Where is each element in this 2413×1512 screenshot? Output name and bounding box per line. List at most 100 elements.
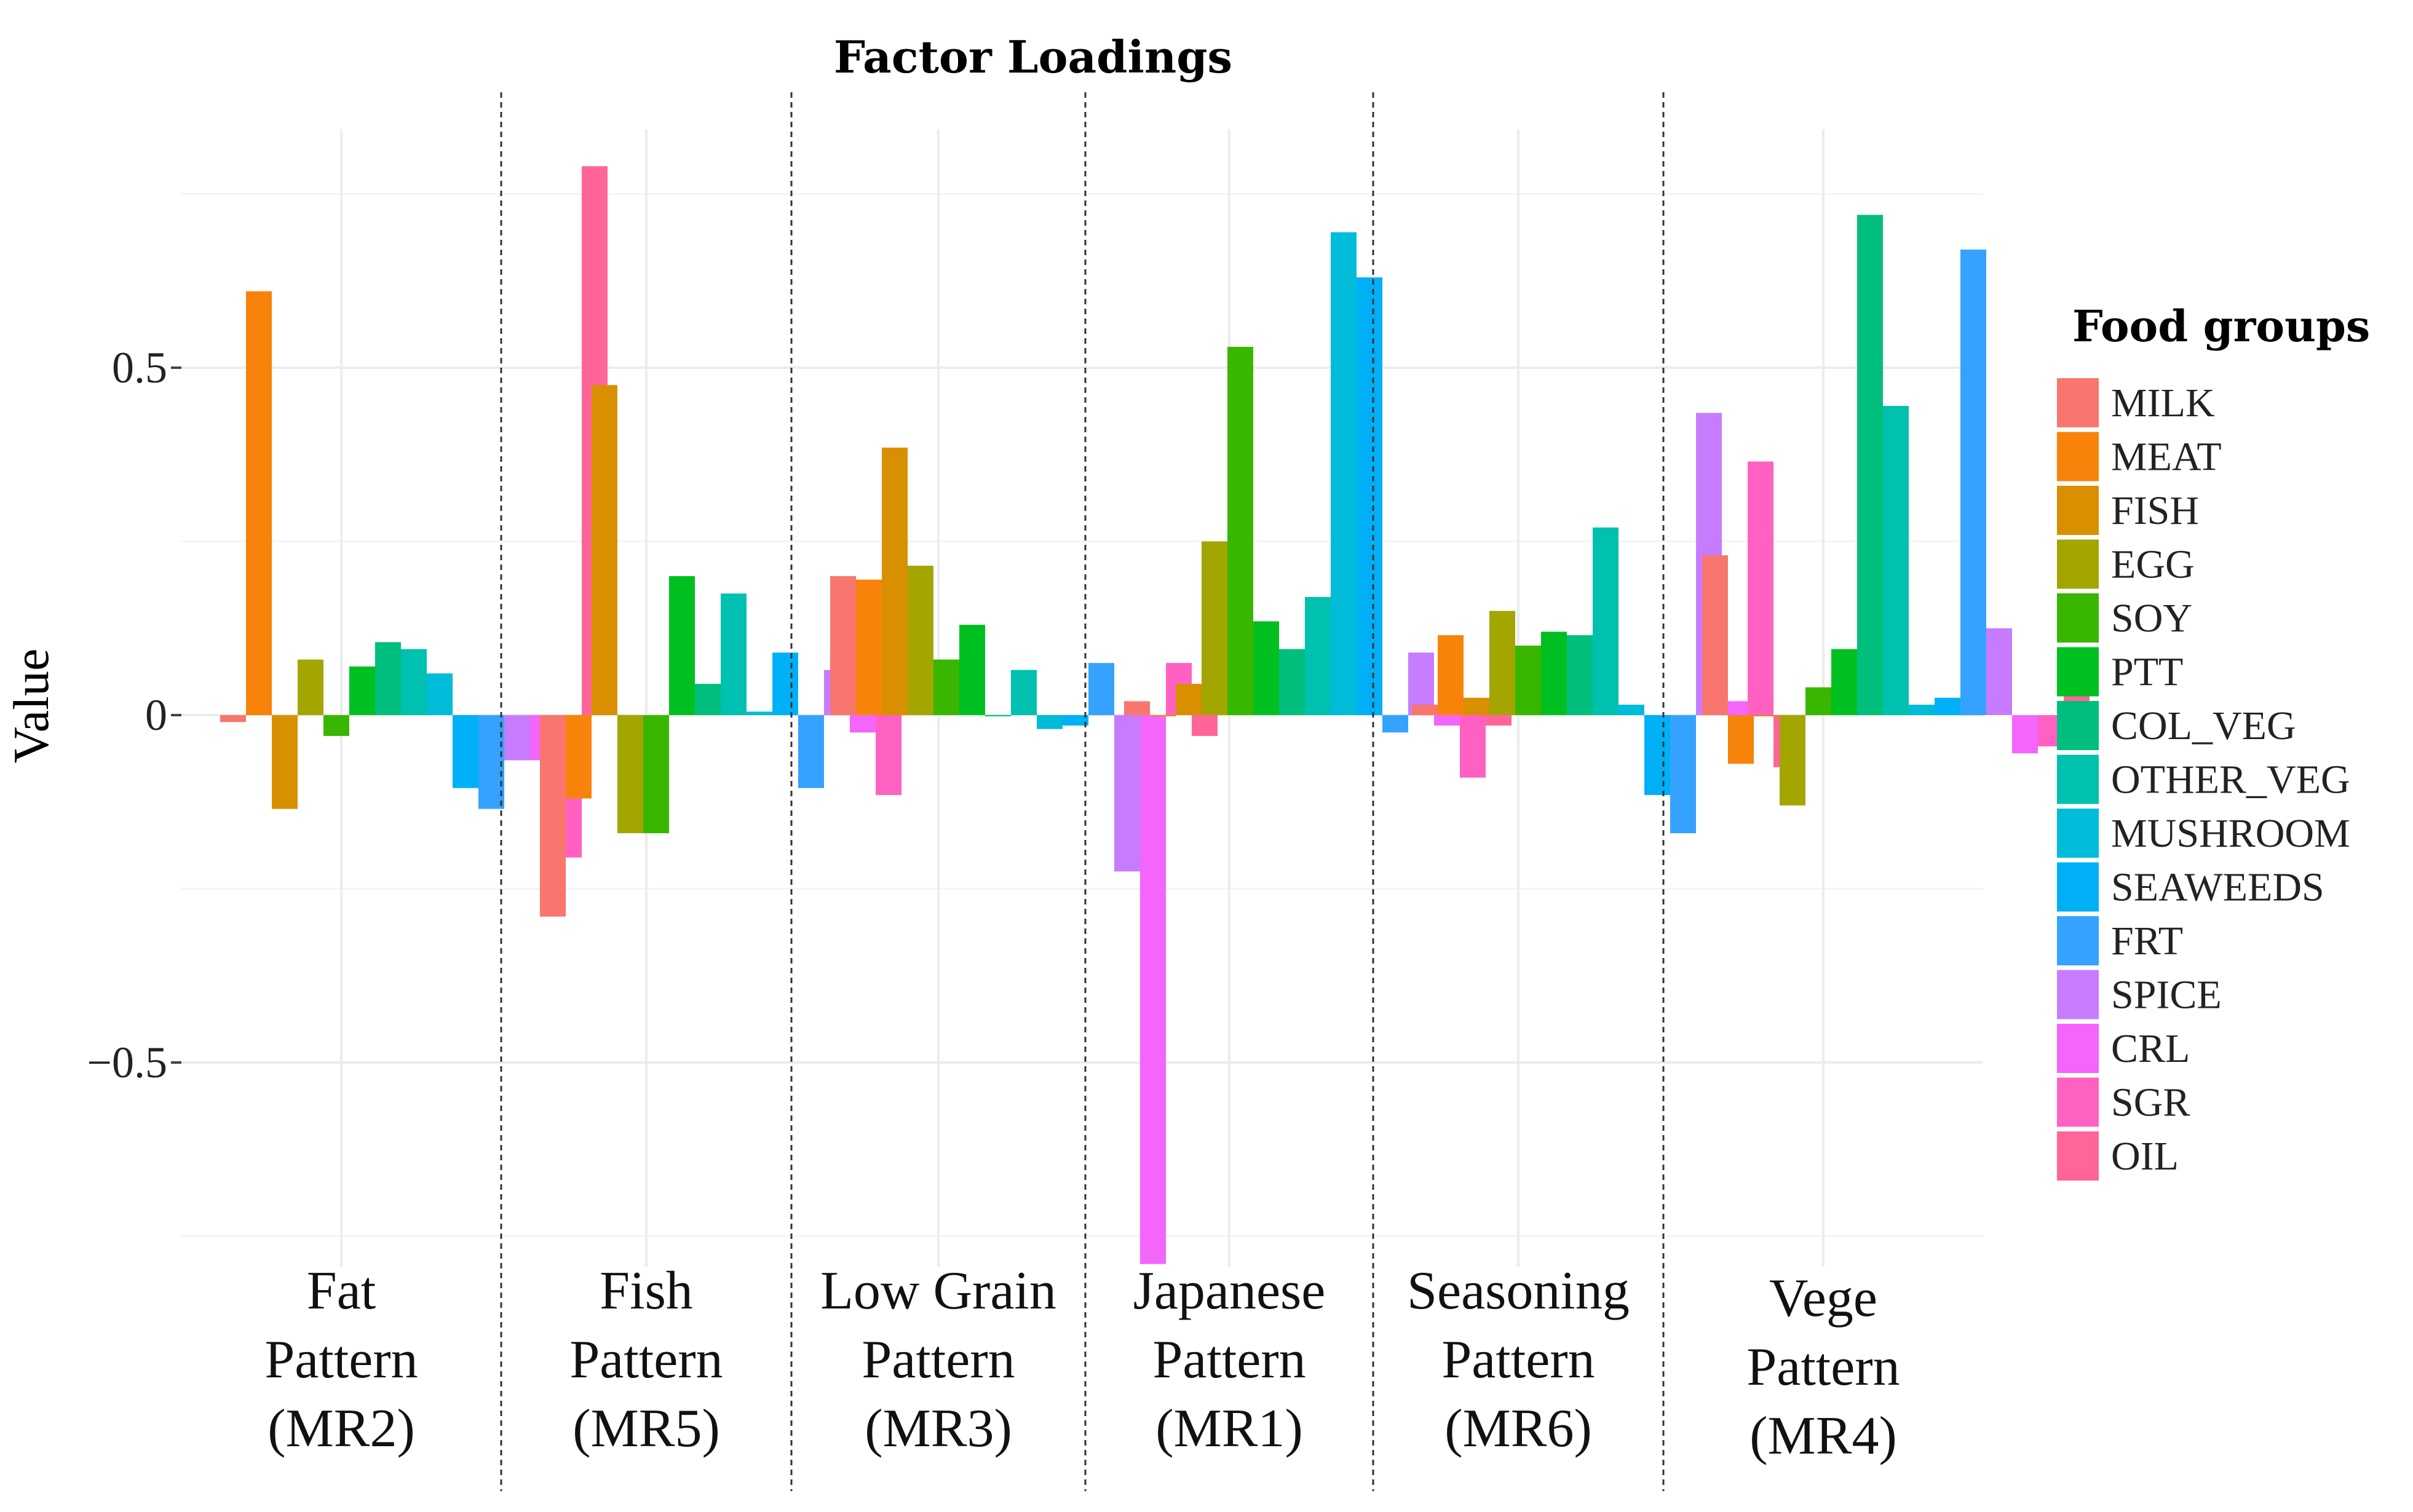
bar-other-veg-fish [721,593,747,715]
legend: Food groups MILK MEAT FISH EGG SOY PTT COL_VEG… [2057,301,2370,1181]
bar-egg-fat [298,659,323,715]
legend-label-frt: FRT [2111,919,2183,964]
y-axis-label: Value [3,649,59,764]
legend-swatch-fish [2057,486,2099,535]
bar-mushroom-fish [747,711,772,715]
bar-sgr-seasoning [1748,461,1773,715]
bar-other-veg-low-grain [1011,670,1037,715]
bar-meat-fat [246,291,272,715]
x-category-label: Vege [1769,1269,1877,1328]
bar-egg-low-grain [908,566,933,715]
bar-meat-japanese [1150,715,1176,716]
x-category-label: Pattern [1441,1330,1595,1390]
legend-label-ptt: PTT [2111,650,2183,695]
legend-label-seaweeds: SEAWEEDS [2111,865,2324,910]
bar-fish-fat [272,715,298,809]
bar-ptt-japanese [1253,621,1279,715]
x-category-label: Japanese [1133,1261,1326,1321]
legend-swatch-sgr [2057,1077,2099,1127]
bar-milk-fish [540,715,566,917]
bar-seaweeds-japanese [1357,277,1382,716]
bar-egg-vege [1780,715,1805,805]
bar-col-veg-japanese [1279,649,1305,715]
bar-meat-fish [566,715,592,799]
legend-swatch-seaweeds [2057,862,2099,912]
legend-swatch-egg [2057,539,2099,589]
bar-seaweeds-seasoning [1644,715,1670,795]
legend-swatch-milk [2057,378,2099,427]
bar-mushroom-seasoning [1619,705,1644,715]
bar-soy-fish [643,715,669,834]
bar-milk-low-grain [830,576,856,715]
bar-soy-japanese [1227,347,1253,715]
x-category-label: (MR3) [865,1399,1012,1459]
legend-swatch-spice [2057,970,2099,1019]
bar-oil-low-grain [1192,715,1218,736]
bar-fish-seasoning [1464,697,1489,715]
bar-mushroom-vege [1909,705,1935,715]
x-category-label: Fat [307,1261,376,1321]
bar-ptt-fat [349,666,375,715]
legend-swatch-soy [2057,593,2099,643]
x-category-label: Seasoning [1407,1261,1630,1321]
bar-milk-fat [220,715,246,722]
x-category-label: Low Grain [820,1261,1056,1321]
bar-frt-low-grain [1088,663,1114,715]
legend-label-other-veg: OTHER_VEG [2111,758,2350,802]
bar-frt-seasoning [1670,715,1696,834]
y-axis: 0.5 0 −0.5 [87,343,181,1087]
bar-crl-fish [850,715,876,733]
x-category-label: Pattern [264,1330,418,1390]
legend-swatch-oil [2057,1131,2099,1181]
bar-fish-low-grain [882,447,908,715]
bar-soy-fat [323,715,349,736]
bar-soy-low-grain [933,659,959,715]
bar-ptt-vege [1831,649,1857,715]
bar-crl-seasoning [1722,701,1748,715]
y-tick-label: 0 [145,691,167,740]
x-category-label: Fish [600,1261,693,1321]
x-category-label: (MR5) [573,1399,720,1459]
legend-label-fish: FISH [2111,488,2199,533]
bar-other-veg-japanese [1305,596,1331,715]
bar-other-veg-seasoning [1593,527,1619,715]
bar-seaweeds-low-grain [1063,715,1088,726]
legend-label-soy: SOY [2111,596,2192,641]
bar-col-veg-vege [1857,215,1883,715]
x-category-label: (MR1) [1155,1399,1303,1459]
x-axis-labels: Fat Pattern (MR2) Fish Pattern (MR5) Low Grain… [264,1261,1900,1466]
bar-mushroom-japanese [1331,232,1357,715]
bar-col-veg-fish [695,684,721,715]
x-category-label: (MR4) [1749,1406,1897,1466]
bar-col-veg-low-grain [985,715,1011,716]
bars [220,166,2090,1264]
legend-swatch-meat [2057,432,2099,481]
bar-milk-japanese [1124,701,1150,715]
bar-fish-vege [1754,715,1780,716]
chart-title: Factor Loadings [834,31,1232,83]
bar-ptt-low-grain [959,625,985,715]
bar-frt-japanese [1382,715,1408,733]
legend-swatch-other-veg [2057,754,2099,804]
legend-label-mushroom: MUSHROOM [2111,811,2350,856]
x-category-label: (MR6) [1444,1399,1592,1459]
bar-frt-fat [478,715,504,809]
y-tick-label: −0.5 [87,1038,167,1087]
bar-mushroom-low-grain [1037,715,1063,729]
bar-milk-seasoning [1412,705,1438,715]
legend-label-sgr: SGR [2111,1080,2190,1125]
bar-frt-fish [798,715,824,788]
bar-meat-vege [1728,715,1754,764]
bar-crl-japanese [1434,715,1460,726]
legend-label-egg: EGG [2111,542,2195,587]
bar-seaweeds-vege [1935,697,1960,715]
legend-title: Food groups [2072,301,2370,352]
bar-soy-vege [1805,687,1831,715]
legend-label-oil: OIL [2111,1134,2179,1179]
bar-ptt-seasoning [1541,631,1567,715]
legend-swatch-crl [2057,1024,2099,1073]
bar-egg-fish [617,715,643,834]
legend-label-meat: MEAT [2111,435,2222,480]
bar-soy-seasoning [1515,646,1541,715]
